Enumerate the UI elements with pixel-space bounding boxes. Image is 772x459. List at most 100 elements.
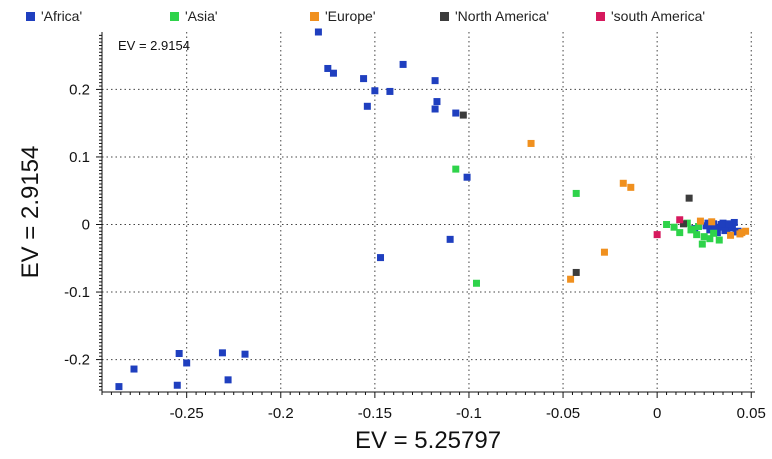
- y-tick-label: 0.2: [69, 81, 90, 98]
- data-point-africa: [377, 254, 385, 262]
- x-tick-label: -0.15: [358, 405, 392, 422]
- x-tick-label: -0.25: [170, 405, 204, 422]
- data-point-asia: [572, 189, 580, 197]
- data-point-africa: [224, 376, 232, 384]
- data-point-africa: [446, 235, 454, 243]
- data-point-africa: [329, 69, 337, 77]
- plot-area: [102, 32, 755, 392]
- data-point-asia: [693, 231, 701, 239]
- data-point-africa: [363, 102, 371, 110]
- data-point-africa: [360, 75, 368, 83]
- x-tick-label: 0: [653, 405, 661, 422]
- data-point-asia: [698, 240, 706, 248]
- data-point-north-america: [685, 194, 693, 202]
- data-point-asia: [710, 229, 718, 237]
- data-point-africa: [725, 220, 733, 228]
- legend-label: 'Asia': [185, 8, 218, 24]
- data-point-europe: [567, 275, 575, 283]
- data-point-south-america: [653, 231, 661, 239]
- data-point-africa: [721, 227, 729, 235]
- y-tick-label: -0.1: [64, 284, 90, 301]
- data-point-europe: [708, 218, 716, 226]
- data-point-africa: [713, 229, 721, 237]
- legend-item: 'Europe': [310, 8, 376, 24]
- data-point-africa: [115, 383, 123, 391]
- data-point-africa: [463, 173, 471, 181]
- legend-swatch: [440, 11, 449, 21]
- x-tick-label: -0.1: [456, 405, 482, 422]
- data-point-africa: [431, 105, 439, 113]
- x-tick-label: 0.05: [737, 405, 766, 422]
- data-point-africa: [399, 60, 407, 68]
- data-point-north-america: [679, 220, 687, 228]
- ev-annotation: EV = 2.9154: [118, 38, 190, 53]
- data-point-africa: [732, 228, 740, 236]
- data-point-europe: [736, 230, 744, 238]
- data-point-africa: [717, 220, 725, 228]
- legend-swatch: [170, 11, 179, 21]
- data-point-europe: [727, 231, 735, 239]
- axes: [101, 32, 755, 393]
- data-point-africa: [433, 98, 441, 106]
- x-axis-title: EV = 5.25797: [355, 427, 501, 454]
- data-point-asia: [700, 233, 708, 241]
- data-point-africa: [173, 381, 181, 389]
- data-point-africa: [371, 87, 379, 95]
- data-point-europe: [527, 139, 535, 147]
- y-tick-label: -0.2: [64, 352, 90, 369]
- legend-label: 'Europe': [325, 8, 376, 24]
- data-point-asia: [452, 165, 460, 173]
- x-tick-label: -0.05: [546, 405, 580, 422]
- x-tick-label: -0.2: [268, 405, 294, 422]
- chart-legend: 'Africa' 'Asia' 'Europe' 'North America' 'so…: [0, 8, 772, 30]
- data-point-africa: [324, 64, 332, 72]
- data-point-africa: [730, 218, 738, 226]
- legend-swatch: [596, 11, 605, 21]
- data-point-africa: [314, 28, 322, 36]
- data-point-africa: [711, 225, 719, 233]
- legend-label: 'Africa': [41, 8, 83, 24]
- data-point-asia: [670, 223, 678, 231]
- data-point-africa: [130, 365, 138, 373]
- data-point-asia: [689, 225, 697, 233]
- data-point-asia: [706, 235, 714, 243]
- legend-item: 'Asia': [170, 8, 218, 24]
- data-point-africa: [704, 219, 712, 227]
- legend-swatch: [310, 11, 319, 21]
- data-point-africa: [728, 224, 736, 232]
- data-point-africa: [183, 359, 191, 367]
- legend-label: 'North America': [455, 8, 550, 24]
- data-point-europe: [742, 227, 750, 235]
- y-tick-label: 0: [82, 216, 90, 233]
- data-point-africa: [706, 226, 714, 234]
- data-point-europe: [600, 248, 608, 256]
- data-point-south-america: [676, 216, 684, 224]
- data-point-asia: [715, 236, 723, 244]
- y-axis-title: EV = 2.9154: [17, 146, 44, 279]
- grid-lines: [102, 32, 755, 392]
- data-point-asia: [472, 279, 480, 287]
- data-point-europe: [619, 179, 627, 187]
- y-tick-label: 0.1: [69, 149, 90, 166]
- data-point-asia: [683, 219, 691, 227]
- legend-label: 'south America': [611, 8, 706, 24]
- legend-item: 'Africa': [26, 8, 82, 24]
- data-point-africa: [386, 87, 394, 95]
- tick-marks: -0.25 -0.2 -0.15 -0.1 -0.05 0 0.05 -0.2 -0.1 0 0.1…: [64, 34, 766, 422]
- data-point-asia: [676, 229, 684, 237]
- legend-item: 'North America': [440, 8, 549, 24]
- data-point-asia: [695, 223, 703, 231]
- data-point-asia: [663, 220, 671, 228]
- data-point-africa: [241, 350, 249, 358]
- data-point-europe: [696, 217, 704, 225]
- data-point-africa: [218, 349, 226, 357]
- data-points: [115, 28, 750, 391]
- data-point-africa: [452, 109, 460, 117]
- data-point-africa: [175, 350, 183, 358]
- data-point-north-america: [572, 268, 580, 276]
- legend-item: 'south America': [596, 8, 705, 24]
- data-point-europe: [627, 183, 635, 191]
- legend-swatch: [26, 11, 35, 21]
- data-point-north-america: [459, 111, 467, 119]
